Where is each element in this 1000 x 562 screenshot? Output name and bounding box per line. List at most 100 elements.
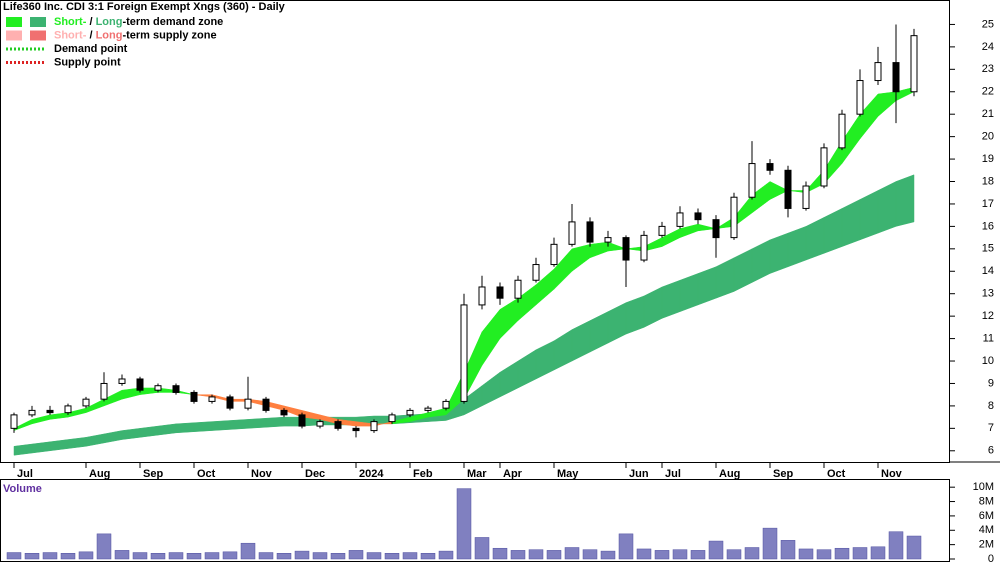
v-tick-label: 8M — [979, 495, 994, 507]
x-tick-label: Nov — [881, 468, 903, 480]
candle-body — [136, 378, 144, 391]
short-zone — [49, 412, 69, 420]
y-tick-label: 7 — [988, 422, 994, 434]
candle-body — [766, 163, 774, 171]
x-tick-label: Nov — [251, 468, 273, 480]
volume-bar — [168, 552, 184, 560]
legend-text: Long — [96, 16, 123, 28]
long-zone — [517, 349, 537, 389]
candle-body — [478, 286, 486, 306]
legend-swatch — [6, 17, 22, 27]
candle-body — [442, 400, 450, 409]
long-zone — [877, 181, 897, 234]
candle-body — [208, 396, 216, 402]
candle-body — [46, 409, 54, 414]
candle-body — [172, 385, 180, 393]
candle-body — [550, 243, 558, 266]
candle-body — [730, 196, 738, 239]
volume-bar — [834, 547, 850, 560]
x-tick-label: Jul — [17, 468, 33, 480]
volume-bar — [852, 547, 868, 560]
short-zone — [481, 308, 501, 367]
short-zone — [589, 241, 609, 259]
candle-body — [118, 378, 126, 384]
y-tick-label: 14 — [982, 265, 994, 277]
long-zone — [643, 286, 663, 328]
candle-body — [856, 80, 864, 115]
volume-bar — [240, 542, 256, 560]
volume-bar — [438, 550, 454, 560]
volume-bar — [510, 550, 526, 560]
candle-body — [10, 414, 18, 429]
long-zone — [247, 417, 267, 429]
volume-bar — [708, 540, 724, 560]
candle-body — [28, 409, 36, 416]
short-zone — [877, 91, 897, 117]
long-zone — [157, 423, 177, 436]
y-tick-label: 16 — [982, 220, 994, 232]
candle-body — [298, 414, 306, 427]
long-zone — [589, 311, 609, 353]
volume-title: Volume — [3, 483, 42, 495]
y-tick-label: 17 — [982, 198, 994, 210]
candle-body — [82, 398, 90, 407]
candle-body — [820, 147, 828, 187]
legend-swatch — [6, 30, 22, 41]
y-tick-label: 8 — [988, 400, 994, 412]
volume-bar — [132, 552, 148, 560]
legend-text: -term supply zone — [122, 29, 216, 41]
volume-bar — [276, 553, 292, 560]
volume-bar — [582, 549, 598, 560]
candle-body — [514, 279, 522, 299]
legend-text: Short- — [54, 29, 87, 41]
candle-body — [496, 286, 504, 299]
y-tick-label: 24 — [982, 41, 994, 53]
volume-bar — [528, 549, 544, 560]
long-zone — [895, 174, 915, 227]
y-tick-label: 23 — [982, 63, 994, 75]
volume-bar — [906, 535, 922, 560]
volume-bar — [690, 550, 706, 560]
candle-body — [748, 163, 756, 198]
volume-bar — [672, 549, 688, 560]
y-tick-label: 11 — [983, 332, 994, 344]
legend-swatch — [30, 30, 46, 41]
long-zone — [787, 226, 807, 268]
volume-bar — [816, 549, 832, 560]
y-tick-label: 25 — [982, 18, 994, 30]
long-zone — [751, 239, 771, 283]
short-zone — [697, 223, 717, 232]
long-zone — [679, 273, 699, 313]
volume-bar — [366, 552, 382, 560]
candle-body — [370, 421, 378, 432]
candle-body — [388, 414, 396, 423]
y-tick-label: 20 — [982, 131, 994, 143]
candle-body — [262, 398, 270, 411]
candle-body — [190, 391, 198, 402]
candle-body — [64, 405, 72, 414]
candle-body — [460, 304, 468, 402]
x-tick-label: Sep — [773, 468, 793, 480]
volume-bar — [762, 527, 778, 560]
x-tick-label: Aug — [89, 468, 110, 480]
volume-bar — [744, 547, 760, 560]
long-zone — [121, 428, 141, 440]
long-zone — [715, 257, 735, 299]
candle-body — [892, 62, 900, 93]
candle-body — [622, 237, 630, 261]
candle-body — [352, 427, 360, 432]
volume-bar — [726, 549, 742, 560]
long-zone — [823, 208, 843, 254]
x-tick-label: Oct — [197, 468, 216, 480]
long-zone — [499, 360, 519, 398]
y-tick-label: 13 — [982, 288, 994, 300]
candle-body — [568, 221, 576, 245]
long-zone — [229, 419, 249, 430]
legend-text: Short- — [54, 16, 87, 28]
candle-body — [424, 407, 432, 411]
long-zone — [697, 266, 717, 306]
candle-body — [910, 35, 918, 93]
x-tick-label: 2024 — [359, 468, 384, 480]
